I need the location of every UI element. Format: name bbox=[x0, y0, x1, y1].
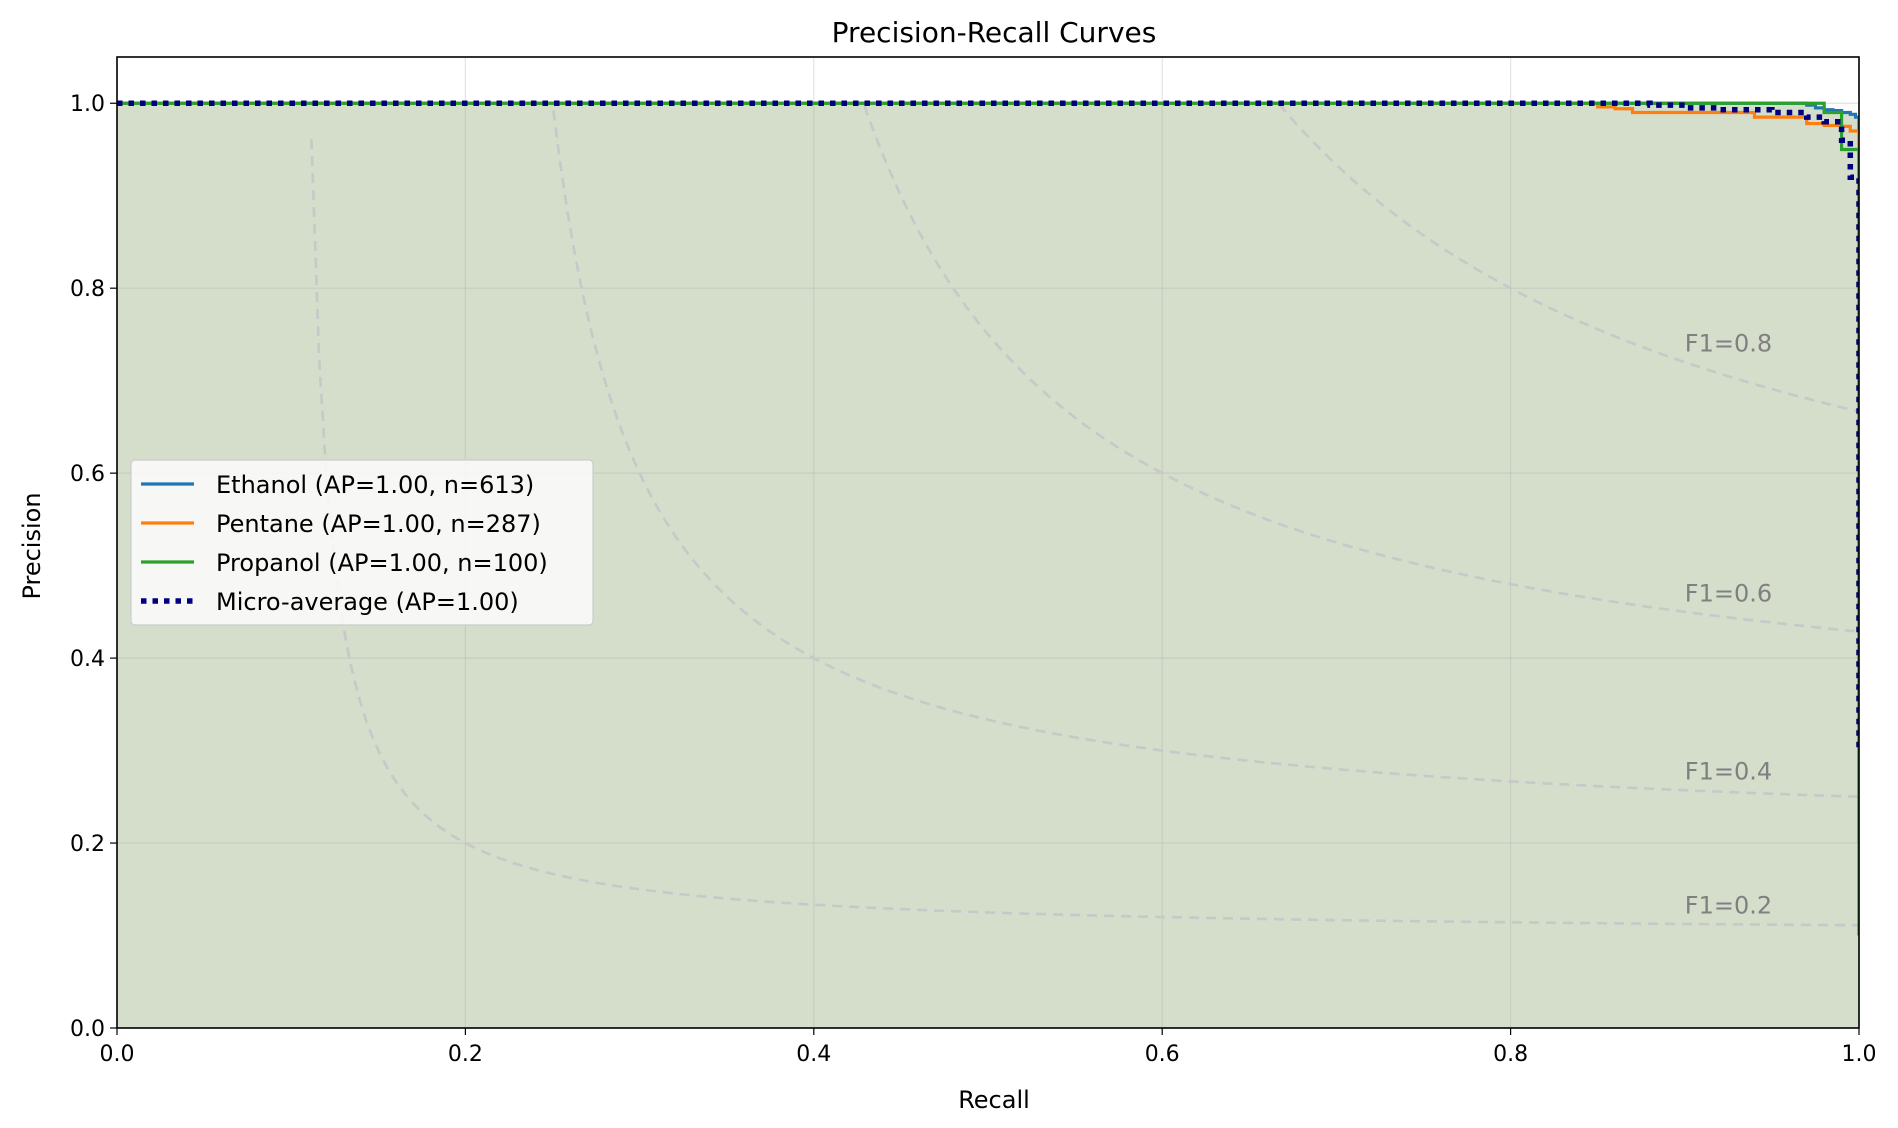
y-tick-label: 0.0 bbox=[70, 1017, 105, 1042]
iso-f1-label: F1=0.6 bbox=[1685, 579, 1772, 607]
x-tick-label: 0.2 bbox=[448, 1042, 483, 1067]
legend-label: Pentane (AP=1.00, n=287) bbox=[216, 510, 541, 538]
iso-f1-label: F1=0.4 bbox=[1685, 758, 1772, 786]
x-tick-label: 0.0 bbox=[100, 1042, 135, 1067]
y-axis-title: Precision bbox=[18, 492, 46, 599]
chart-title: Precision-Recall Curves bbox=[832, 16, 1157, 49]
y-tick-label: 0.4 bbox=[70, 647, 105, 672]
legend-label: Ethanol (AP=1.00, n=613) bbox=[216, 471, 534, 499]
iso-f1-curve bbox=[552, 110, 1859, 799]
iso-f1-label: F1=0.8 bbox=[1685, 330, 1772, 358]
legend-label: Micro-average (AP=1.00) bbox=[216, 588, 519, 616]
legend-label: Propanol (AP=1.00, n=100) bbox=[216, 549, 548, 577]
x-axis-title: Recall bbox=[958, 1086, 1030, 1114]
x-tick-label: 1.0 bbox=[1842, 1042, 1877, 1067]
y-tick-label: 0.8 bbox=[70, 277, 105, 302]
x-tick-label: 0.6 bbox=[1145, 1042, 1180, 1067]
y-tick-label: 0.6 bbox=[70, 462, 105, 487]
iso-f1-curve bbox=[310, 139, 1859, 927]
iso-f1-label: F1=0.2 bbox=[1685, 891, 1772, 919]
legend: Ethanol (AP=1.00, n=613) Pentane (AP=1.00… bbox=[130, 459, 594, 626]
y-tick-label: 0.2 bbox=[70, 832, 105, 857]
iso-f1-curve bbox=[1278, 103, 1859, 413]
axes-frame bbox=[116, 56, 1860, 1029]
series-line bbox=[117, 100, 1859, 751]
auc-fill-area bbox=[117, 103, 1859, 1028]
legend-box bbox=[130, 459, 594, 626]
series-line bbox=[117, 101, 1859, 844]
x-tick-label: 0.4 bbox=[796, 1042, 831, 1067]
plot-area: 0.0 0.2 0.4 0.6 0.8 1.0 0.0 0.2 0.4 0.6 0.8 1.0 F1=0… bbox=[70, 56, 1877, 1067]
x-tick-label: 0.8 bbox=[1493, 1042, 1528, 1067]
series-line bbox=[117, 101, 1859, 844]
y-tick-label: 1.0 bbox=[70, 92, 105, 117]
iso-f1-curve bbox=[863, 105, 1859, 633]
series-line bbox=[117, 101, 1859, 936]
